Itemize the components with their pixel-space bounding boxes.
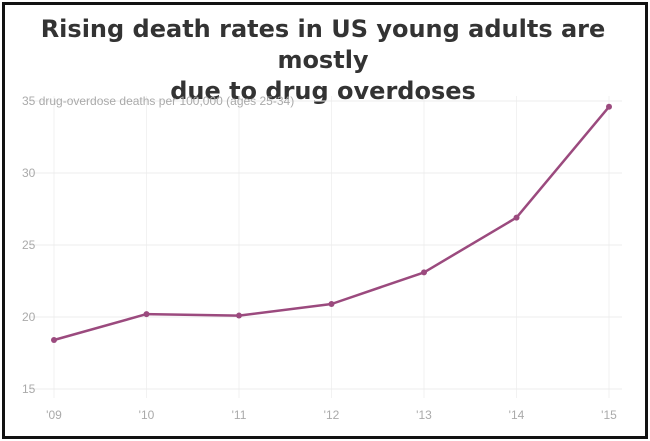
x-tick-label: '09 [46, 408, 62, 422]
x-tick-label: '13 [416, 408, 432, 422]
data-point [421, 269, 427, 276]
data-point [51, 337, 57, 344]
y-tick-label: 20 [22, 310, 36, 324]
chart-title: Rising death rates in US young adults ar… [0, 14, 646, 107]
data-point [606, 103, 612, 110]
data-point [236, 312, 242, 319]
y-axis-title: drug-overdose deaths per 100,000 (ages 2… [39, 94, 295, 108]
y-tick-label: 15 [22, 382, 36, 396]
data-point [143, 311, 150, 318]
x-tick-label: '11 [232, 408, 247, 422]
x-tick-label: '14 [509, 408, 525, 422]
y-tick-label: 25 [22, 238, 36, 252]
data-point [513, 214, 520, 221]
x-tick-label: '10 [139, 408, 155, 422]
data-point [328, 301, 335, 308]
x-tick-label: '12 [324, 408, 340, 422]
chart-title-line-2: due to drug overdoses [170, 77, 476, 105]
chart-title-line-1: Rising death rates in US young adults ar… [40, 15, 606, 74]
y-tick-label: 30 [22, 166, 36, 180]
y-tick-label: 35 drug-overdose deaths per 100,000 (age… [22, 94, 294, 108]
x-tick-label: '15 [601, 408, 617, 422]
